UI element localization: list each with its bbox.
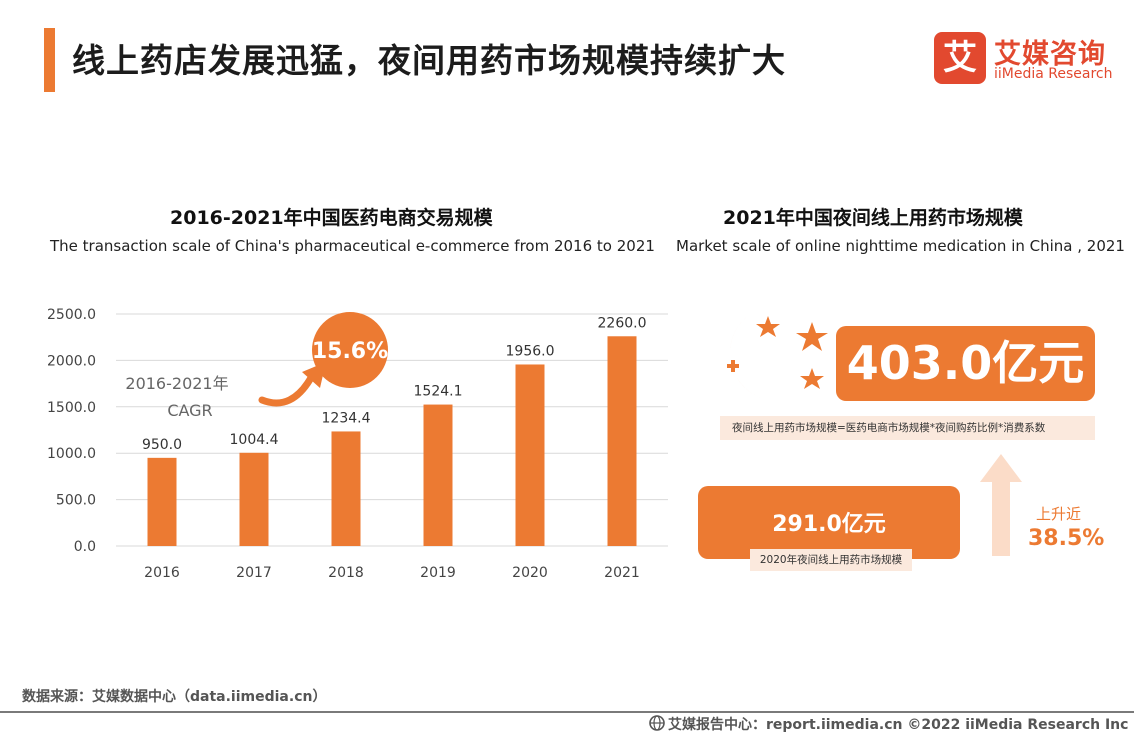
- bar-2020: [515, 364, 545, 546]
- cagr-label-line2: CAGR: [167, 401, 212, 420]
- curved-arrow-icon: [258, 372, 316, 407]
- value-2021-box: 403.0亿元: [836, 326, 1095, 401]
- chart-bars: [147, 336, 637, 546]
- value-2020-box: [698, 486, 960, 559]
- chart-gridlines: [116, 313, 668, 547]
- logo-en-text: iiMedia Research: [994, 66, 1113, 82]
- chart-y-ticks: 0.0 500.0 1000.0 1500.0 2000.0 2500.0: [47, 307, 96, 555]
- cagr-label-line1: 2016-2021年: [125, 374, 228, 393]
- left-chart-title-cn: 2016-2021年中国医药电商交易规模: [170, 207, 493, 229]
- star-icon: [796, 322, 828, 351]
- logo-cn-text: 艾媒咨询: [994, 39, 1106, 70]
- rise-label: 上升近: [1036, 505, 1082, 523]
- x-tick-label: 2017: [236, 565, 272, 581]
- data-label-2021: 2260.0: [598, 315, 647, 331]
- y-tick-label: 500.0: [56, 493, 96, 509]
- chart-data-labels: 950.0 1004.4 1234.4 1524.1 1956.0 2260.0: [142, 315, 647, 453]
- y-tick-label: 2000.0: [47, 353, 96, 369]
- rise-value: 38.5%: [1028, 526, 1105, 551]
- bar-2019: [423, 404, 453, 546]
- cagr-annotation: 2016-2021年 CAGR 15.6%: [125, 312, 388, 420]
- formula-note: 夜间线上用药市场规模=医药电商市场规模*夜间购药比例*消费系数: [720, 416, 1095, 440]
- y-tick-label: 1000.0: [47, 446, 96, 462]
- data-label-2020: 1956.0: [506, 343, 555, 359]
- bar-2016: [147, 457, 177, 546]
- x-tick-label: 2019: [420, 565, 456, 581]
- y-tick-label: 0.0: [74, 539, 96, 555]
- x-tick-label: 2018: [328, 565, 364, 581]
- left-chart-title-en: The transaction scale of China's pharmac…: [50, 237, 655, 255]
- page-title: 线上药店发展迅猛，夜间用药市场规模持续扩大: [72, 41, 786, 80]
- logo-mark: 艾: [934, 32, 986, 84]
- logo: 艾 艾媒咨询 iiMedia Research: [934, 32, 1124, 86]
- bar-2021: [607, 336, 637, 546]
- data-label-2017: 1004.4: [230, 432, 279, 448]
- bar-chart: 0.0 500.0 1000.0 1500.0 2000.0 2500.0 950.0 10…: [47, 307, 668, 581]
- y-tick-label: 2500.0: [47, 307, 96, 323]
- star-icon: [800, 368, 824, 389]
- value-2020-text: 291.0亿元: [772, 512, 886, 537]
- right-panel-title-en: Market scale of online nighttime medicat…: [676, 237, 1125, 255]
- up-arrow-icon: [980, 454, 1022, 556]
- x-tick-label: 2016: [144, 565, 180, 581]
- value-2020-label: 2020年夜间线上用药市场规模: [750, 549, 912, 571]
- x-tick-label: 2021: [604, 565, 640, 581]
- x-tick-label: 2020: [512, 565, 548, 581]
- cagr-circle: [312, 312, 388, 388]
- y-tick-label: 1500.0: [47, 400, 96, 416]
- right-panel-title-cn: 2021年中国夜间线上用药市场规模: [723, 207, 1023, 229]
- footer-copyright: 艾媒报告中心：report.iimedia.cn ©2022 iiMedia R…: [668, 717, 1129, 733]
- bar-2018: [331, 431, 361, 546]
- footer-divider: [0, 711, 1134, 713]
- data-label-2018: 1234.4: [322, 410, 371, 426]
- data-label-2016: 950.0: [142, 437, 182, 453]
- data-label-2019: 1524.1: [414, 384, 463, 400]
- globe-icon: [649, 715, 665, 731]
- bar-2017: [239, 452, 269, 546]
- star-icon: [756, 316, 780, 337]
- cagr-value: 15.6%: [312, 339, 388, 364]
- moon-illustration: [724, 314, 828, 402]
- chart-x-ticks: 2016 2017 2018 2019 2020 2021: [144, 565, 640, 581]
- data-source: 数据来源：艾媒数据中心（data.iimedia.cn）: [22, 689, 327, 705]
- title-accent-bar: [44, 28, 55, 92]
